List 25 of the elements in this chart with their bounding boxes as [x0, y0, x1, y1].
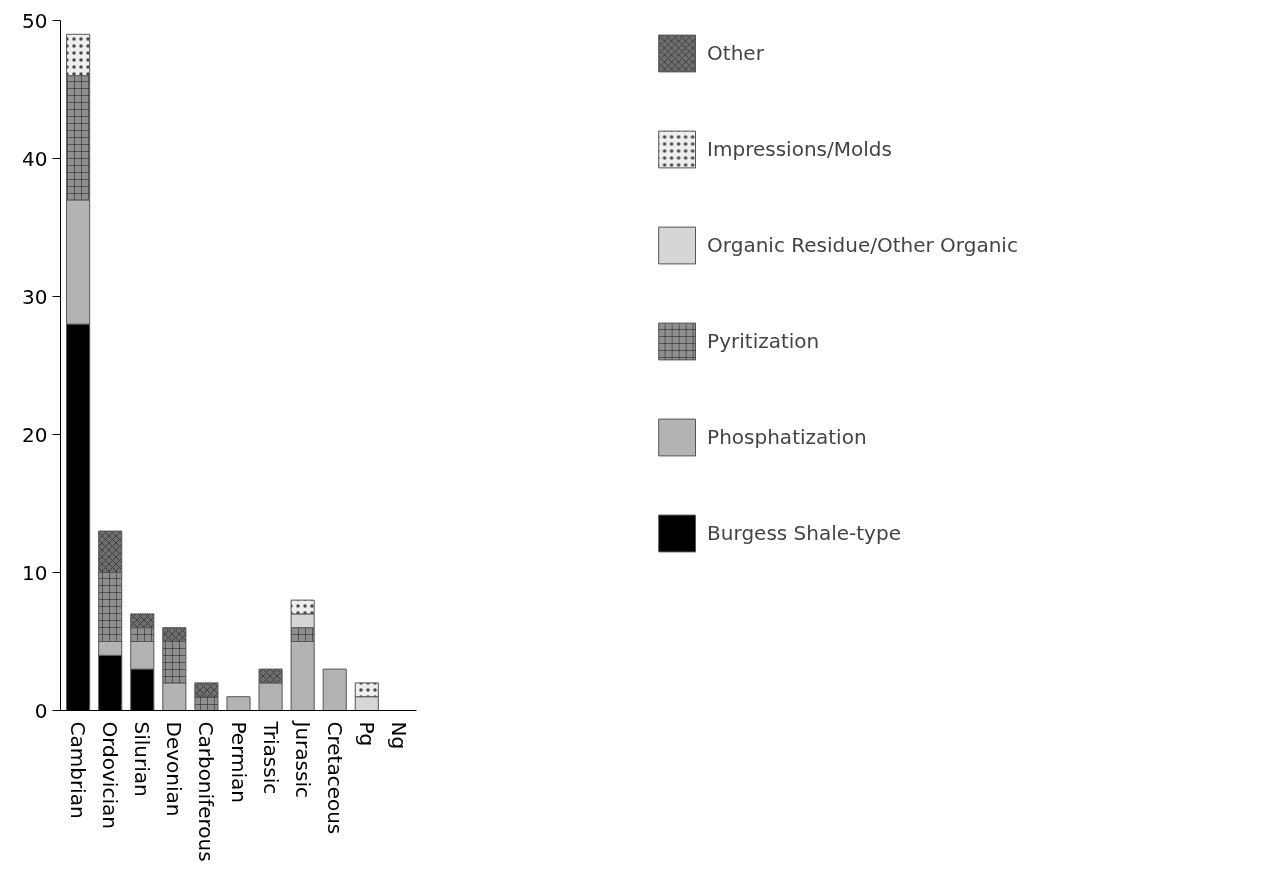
legend-label: Other [707, 40, 764, 67]
x-tick-label: Jurassic [290, 719, 315, 798]
y-tick-label: 40 [22, 146, 48, 171]
x-tick-label: Carboniferous [194, 721, 219, 862]
x-tick-label: Cretaceous [322, 721, 347, 835]
legend-label: Pyritization [707, 328, 820, 355]
y-tick-label: 20 [22, 422, 48, 447]
y-tick-label: 0 [34, 698, 48, 723]
x-tick-label: Triassic [258, 720, 283, 795]
x-tick-label: Silurian [130, 721, 155, 797]
x-tick-label: Cambrian [66, 721, 91, 819]
x-tick-label: Pg [354, 721, 379, 747]
legend-label: Phosphatization [707, 424, 867, 451]
legend-label: Impressions/Molds [707, 136, 892, 163]
bar [226, 696, 251, 711]
y-tick-label: 30 [22, 284, 48, 309]
x-tick-label: Devonian [162, 721, 187, 817]
x-tick-label: Ng [386, 721, 411, 750]
y-tick-label: 10 [22, 560, 48, 585]
x-tick-label: Permian [226, 721, 251, 803]
y-tick-label: 50 [22, 8, 48, 33]
x-tick-label: Ordovician [98, 721, 123, 829]
bar [322, 668, 347, 711]
legend-label: Burgess Shale-type [707, 520, 901, 547]
legend-label: Organic Residue/Other Organic [707, 232, 1018, 259]
